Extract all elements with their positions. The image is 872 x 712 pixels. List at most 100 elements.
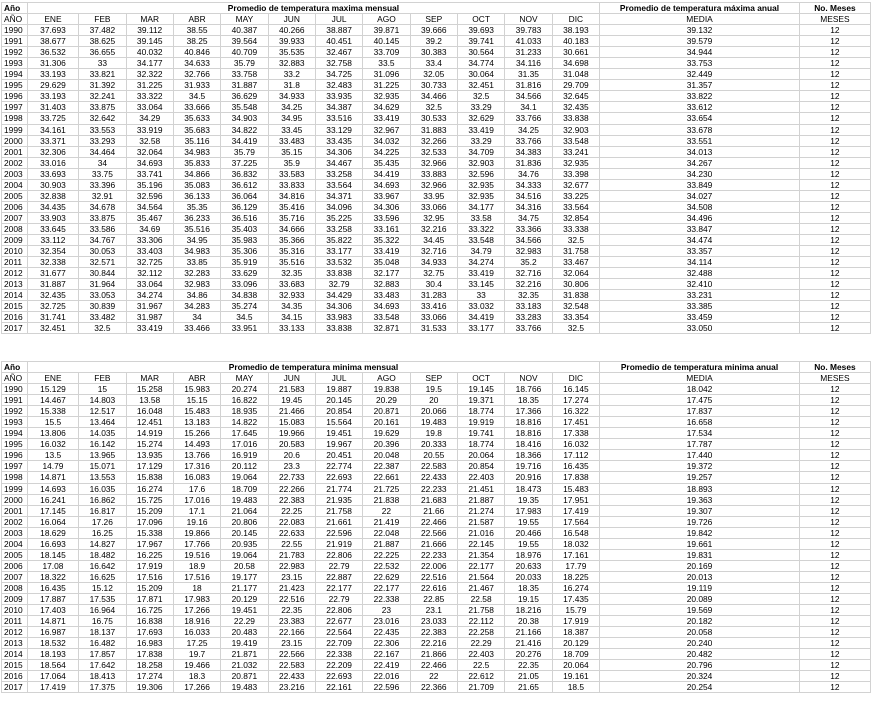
month-count-cell: 12 [798,548,872,561]
month-value-cell: 31.225 [125,79,174,92]
month-value-cell: 17.516 [172,570,222,583]
month-value-cell: 35.822 [314,233,364,247]
month-count-cell: 12 [798,35,872,48]
month-value-cell: 19.451 [220,604,269,617]
month-header: JUN [267,372,316,385]
table-row: 1991 38.677 38.625 39.145 38.25 39.564 39.933 4… [1,35,872,48]
month-value-cell: 20.6 [267,449,316,462]
table-row: 1999 14.693 16.035 16.274 17.6 18.709 22.266 21… [1,482,872,495]
month-value-cell: 16.987 [26,626,80,639]
month-value-cell: 33.483 [267,134,316,147]
annual-mean-cell: 34.114 [599,256,800,269]
month-value-cell: 17.435 [551,592,601,606]
month-value-cell: 17.645 [220,427,269,440]
month-value-cell: 19.451 [314,427,364,440]
month-value-cell: 19.45 [267,394,316,407]
month-value-cell: 35.833 [172,156,222,169]
month-value-cell: 15.083 [267,416,316,429]
month-value-cell: 33.583 [267,167,316,180]
month-value-cell: 21.05 [504,670,553,683]
annual-mean-cell: 19.842 [599,526,800,539]
month-value-cell: 21.419 [362,515,411,528]
month-value-cell: 22.58 [456,592,506,606]
month-value-cell: 36.629 [220,90,269,103]
month-value-cell: 16.435 [26,581,80,594]
month-value-cell: 16.642 [78,559,127,572]
month-value-cell: 34.698 [551,57,601,70]
month-value-cell: 39.871 [362,24,411,37]
month-value-cell: 16.482 [78,637,127,650]
month-count-cell: 12 [798,222,872,235]
month-value-cell: 31.35 [504,68,553,81]
table-row: 2000 16.241 16.862 15.725 17.016 19.483 22.383… [1,493,872,506]
month-value-cell: 33.45 [267,123,316,136]
month-value-cell: 18.916 [172,615,222,628]
month-value-cell: 34.566 [504,90,553,103]
min-table-title: Promedio de temperatura minima mensual [26,360,601,374]
month-value-cell: 21.467 [456,581,506,594]
month-value-cell: 20 [409,394,458,407]
month-value-cell: 34.45 [409,233,458,247]
month-value-cell: 17.145 [26,504,80,517]
month-value-cell: 32.483 [314,79,364,92]
month-value-cell: 32.35 [267,267,316,280]
month-value-cell: 32.177 [362,267,411,280]
month-value-cell: 15.071 [78,460,127,473]
month-value-cell: 33.032 [456,300,506,313]
month-value-cell: 31.225 [362,79,411,92]
month-value-cell: 33.596 [362,211,411,224]
year-cell: 1996 [1,449,28,462]
month-value-cell: 33.766 [504,322,553,335]
month-value-cell: 33.482 [78,311,127,324]
month-value-cell: 36.064 [220,189,269,202]
year-cell: 1992 [1,405,28,418]
month-value-cell: 33.516 [314,112,364,125]
month-value-cell: 18.709 [220,482,269,495]
month-value-cell: 33.548 [551,134,601,147]
month-header: OCT [456,13,506,26]
month-value-cell: 36.832 [220,167,269,180]
month-value-cell: 22.516 [409,570,458,583]
month-value-cell: 22.661 [362,471,411,484]
month-value-cell: 31.306 [26,57,80,70]
meses-header: MESES [798,372,872,385]
month-value-cell: 14.919 [125,427,174,440]
month-value-cell: 20.129 [220,592,269,606]
month-value-cell: 22.616 [409,581,458,594]
month-value-cell: 17.274 [551,394,601,407]
month-value-cell: 18.482 [78,548,127,561]
table-row: 1993 31.306 33 34.177 34.633 35.79 32.883 32.75… [1,57,872,70]
month-value-cell: 21.177 [220,581,269,594]
month-value-cell: 22.5 [456,659,506,672]
media-header: MEDIA [599,372,800,385]
month-value-cell: 35.467 [125,211,174,224]
month-value-cell: 14.871 [26,471,80,484]
month-count-cell: 12 [798,267,872,280]
month-value-cell: 15.5 [26,416,80,429]
month-value-cell: 15.483 [551,482,601,495]
month-value-cell: 20.161 [362,416,411,429]
month-value-cell: 32.766 [172,68,222,81]
month-value-cell: 32.216 [504,278,553,291]
annual-mean-cell: 33.385 [599,300,800,313]
month-value-cell: 22.177 [314,581,364,594]
month-value-cell: 22.233 [409,482,458,495]
month-value-cell: 40.145 [362,35,411,48]
annual-mean-cell: 33.231 [599,289,800,302]
month-value-cell: 34.161 [26,123,80,136]
month-value-cell: 31.403 [26,101,80,114]
month-value-cell: 34.29 [125,112,174,125]
table-row: 2003 33.693 33.75 33.741 34.866 36.832 33.583 3… [1,167,872,180]
month-value-cell: 23.216 [267,681,316,694]
annual-mean-cell: 32.488 [599,267,800,280]
month-value-cell: 32.322 [125,68,174,81]
annual-mean-cell: 19.119 [599,581,800,594]
month-count-cell: 12 [798,46,872,59]
month-value-cell: 18.35 [504,394,553,407]
annual-mean-cell: 16.658 [599,416,800,429]
year-cell: 1995 [1,438,28,451]
month-value-cell: 18.35 [504,581,553,594]
month-value-cell: 23.3 [267,460,316,473]
month-value-cell: 33.2 [267,68,316,81]
month-count-cell: 12 [798,79,872,92]
